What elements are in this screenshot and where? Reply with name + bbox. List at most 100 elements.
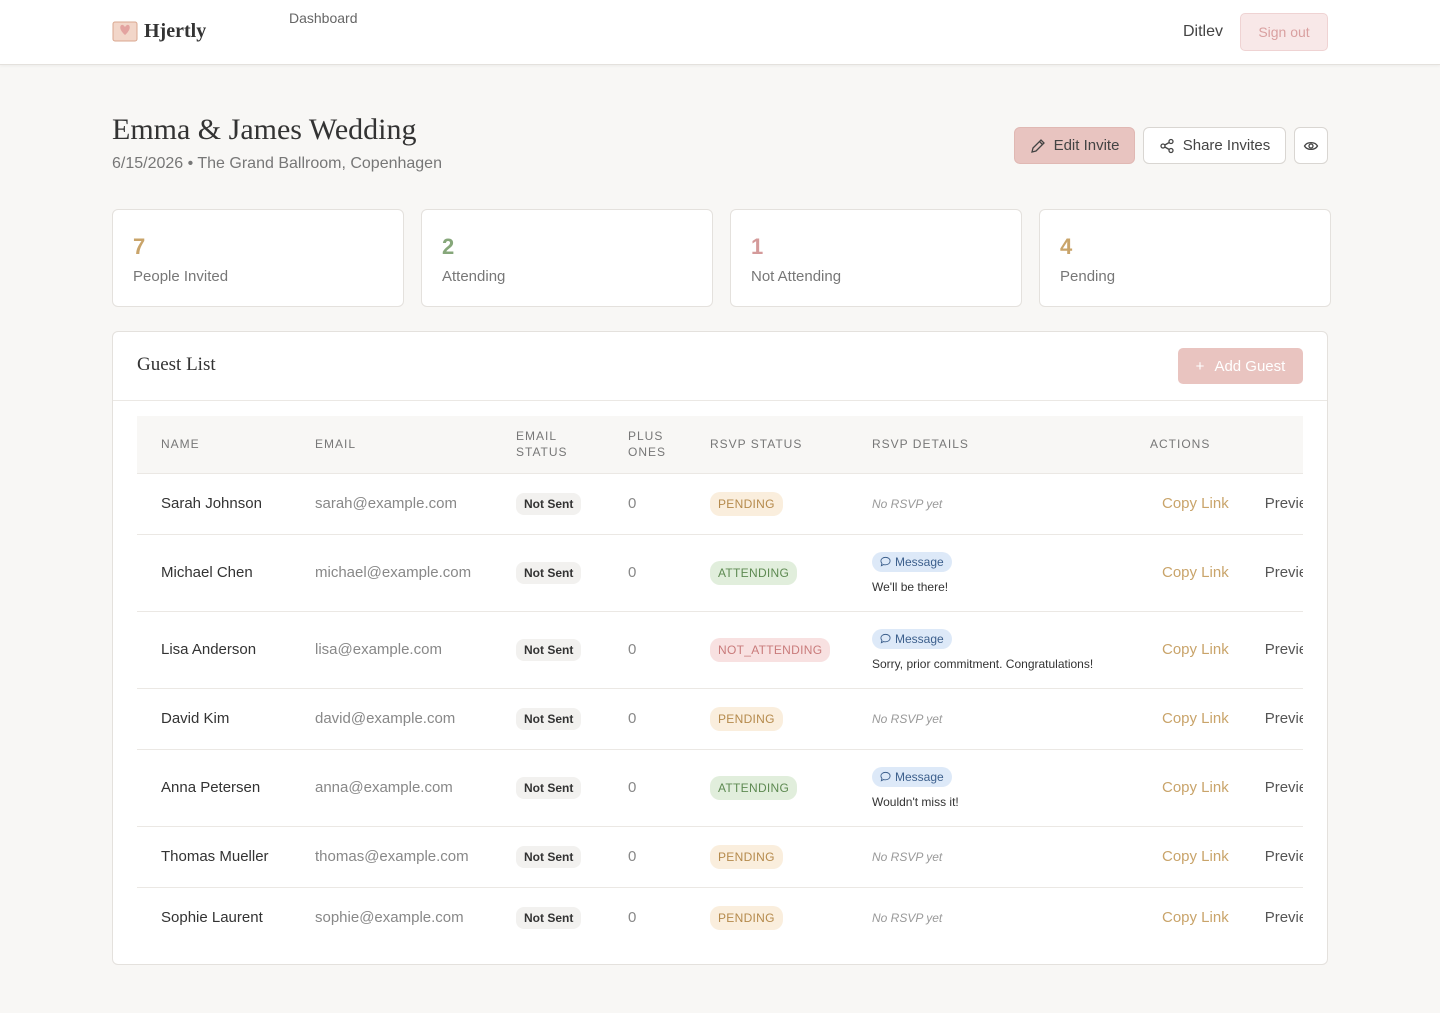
- column-header: ACTIONS: [1126, 416, 1303, 473]
- guest-list-card: Guest List + Add Guest NAME EMAIL EMAIL STA…: [112, 331, 1328, 965]
- divider: [113, 400, 1327, 401]
- actions-cell: Copy Link Preview: [1126, 533, 1303, 611]
- table-header: NAME EMAIL EMAIL STATUS PLUS ONES RSVP STATU…: [137, 416, 1303, 473]
- rsvp-status-cell: PENDING: [686, 472, 848, 534]
- plus-ones: 0: [604, 748, 686, 826]
- stat-card: 4 Pending: [1039, 209, 1331, 307]
- guest-email: sophie@example.com: [291, 886, 492, 948]
- guest-email: lisa@example.com: [291, 610, 492, 688]
- guest-email: anna@example.com: [291, 748, 492, 826]
- rsvp-status-badge: ATTENDING: [710, 775, 798, 800]
- message-label: Message: [895, 769, 944, 784]
- column-header: NAME: [137, 416, 291, 473]
- email-status-badge: Not Sent: [516, 707, 582, 730]
- nav-link[interactable]: Dashboard: [289, 10, 358, 26]
- label: Edit Invite: [1053, 137, 1120, 154]
- guest-name: Anna Petersen: [137, 748, 291, 826]
- guest-row: Sophie Laurent sophie@example.com Not Sent…: [137, 886, 1303, 948]
- actions-cell: Copy Link Preview: [1126, 886, 1303, 948]
- guest-name: Thomas Mueller: [137, 825, 291, 887]
- rsvp-details-cell: Message Wouldn't miss it!: [848, 748, 1126, 826]
- email-status-cell: Not Sent: [492, 687, 604, 749]
- guest-email: sarah@example.com: [291, 472, 492, 534]
- label: Add Guest: [1214, 357, 1286, 375]
- copy-link[interactable]: Copy Link: [1162, 495, 1229, 512]
- rsvp-status-badge: ATTENDING: [710, 560, 798, 585]
- preview-link[interactable]: Preview: [1264, 564, 1303, 581]
- rsvp-status-cell: PENDING: [686, 825, 848, 887]
- rsvp-status-badge: PENDING: [710, 905, 783, 930]
- guest-name: Michael Chen: [137, 533, 291, 611]
- copy-link[interactable]: Copy Link: [1162, 779, 1229, 796]
- rsvp-status-badge: PENDING: [710, 706, 783, 731]
- copy-link[interactable]: Copy Link: [1162, 710, 1229, 727]
- preview-link[interactable]: Preview: [1264, 710, 1303, 727]
- column-header: RSVP DETAILS: [848, 416, 1126, 473]
- rsvp-status-cell: PENDING: [686, 886, 848, 948]
- rsvp-status-cell: NOT_ATTENDING: [686, 610, 848, 688]
- stat-value: 1: [751, 234, 764, 259]
- eye-icon: [1303, 141, 1319, 150]
- rsvp-status-badge: NOT_ATTENDING: [710, 637, 831, 662]
- label: Share Invites: [1182, 137, 1271, 154]
- guest-name: David Kim: [137, 687, 291, 749]
- plus-ones: 0: [604, 886, 686, 948]
- email-status-badge: Not Sent: [516, 906, 582, 929]
- top-nav: Hjertly Dashboard Ditlev Sign out: [0, 0, 1440, 65]
- user-name: Ditlev: [1183, 23, 1224, 40]
- rsvp-status-cell: PENDING: [686, 687, 848, 749]
- actions-cell: Copy Link Preview: [1126, 472, 1303, 534]
- preview-button[interactable]: [1294, 127, 1328, 164]
- actions-cell: Copy Link Preview: [1126, 687, 1303, 749]
- edit-invite-button[interactable]: Edit Invite: [1014, 127, 1135, 164]
- guest-row: Lisa Anderson lisa@example.com Not Sent 0 NO…: [137, 610, 1303, 688]
- email-status-badge: Not Sent: [516, 561, 582, 584]
- plus-ones: 0: [604, 472, 686, 534]
- copy-link[interactable]: Copy Link: [1162, 909, 1229, 927]
- plus-icon: +: [1195, 357, 1205, 375]
- email-status-cell: Not Sent: [492, 886, 604, 948]
- guest-table: NAME EMAIL EMAIL STATUS PLUS ONES RSVP STATU…: [137, 416, 1303, 948]
- add-guest-button[interactable]: + Add Guest: [1178, 348, 1303, 384]
- preview-link[interactable]: Preview: [1264, 641, 1303, 658]
- guest-email: david@example.com: [291, 687, 492, 749]
- stat-card: 1 Not Attending: [730, 209, 1022, 307]
- stat-value: 7: [133, 234, 146, 259]
- stat-card: 7 People Invited: [112, 209, 404, 307]
- message-text: We'll be there!: [872, 579, 949, 594]
- email-status-badge: Not Sent: [516, 776, 582, 799]
- rsvp-status-badge: PENDING: [710, 491, 783, 516]
- rsvp-details-cell: Message Sorry, prior commitment. Congratu…: [848, 610, 1126, 688]
- preview-link[interactable]: Preview: [1264, 909, 1303, 927]
- chat-icon: [880, 556, 891, 567]
- brand[interactable]: Hjertly: [112, 18, 206, 44]
- message-chip: Message: [872, 628, 952, 649]
- brand-name: Hjertly: [144, 19, 207, 42]
- email-status-badge: Not Sent: [516, 638, 582, 661]
- preview-link[interactable]: Preview: [1264, 848, 1303, 865]
- stat-card: 2 Attending: [421, 209, 713, 307]
- rsvp-details-cell: No RSVP yet: [848, 472, 1126, 534]
- copy-link[interactable]: Copy Link: [1162, 848, 1229, 865]
- no-rsvp: No RSVP yet: [872, 712, 943, 726]
- preview-link[interactable]: Preview: [1264, 495, 1303, 512]
- rsvp-details-cell: Message We'll be there!: [848, 533, 1126, 611]
- rsvp-details-cell: No RSVP yet: [848, 687, 1126, 749]
- share-invites-button[interactable]: Share Invites: [1143, 127, 1286, 164]
- rsvp-details-cell: No RSVP yet: [848, 825, 1126, 887]
- copy-link[interactable]: Copy Link: [1162, 564, 1229, 581]
- sign-out-button[interactable]: Sign out: [1240, 13, 1328, 51]
- plus-ones: 0: [604, 687, 686, 749]
- stat-value: 2: [442, 234, 455, 259]
- stats: 7 People Invited 2 Attending 1 Not Attending 4…: [112, 209, 1331, 307]
- no-rsvp: No RSVP yet: [872, 911, 943, 926]
- guest-row: Thomas Mueller thomas@example.com Not Sent…: [137, 825, 1303, 887]
- copy-link[interactable]: Copy Link: [1162, 641, 1229, 658]
- guest-row: David Kim david@example.com Not Sent 0 PENDI…: [137, 687, 1303, 749]
- pencil-icon: [1030, 138, 1045, 153]
- rsvp-status-cell: ATTENDING: [686, 533, 848, 611]
- preview-link[interactable]: Preview: [1264, 779, 1303, 796]
- column-header: PLUS ONES: [604, 416, 686, 473]
- event-subtitle: 6/15/2026 • The Grand Ballroom, Copenhag…: [112, 155, 442, 172]
